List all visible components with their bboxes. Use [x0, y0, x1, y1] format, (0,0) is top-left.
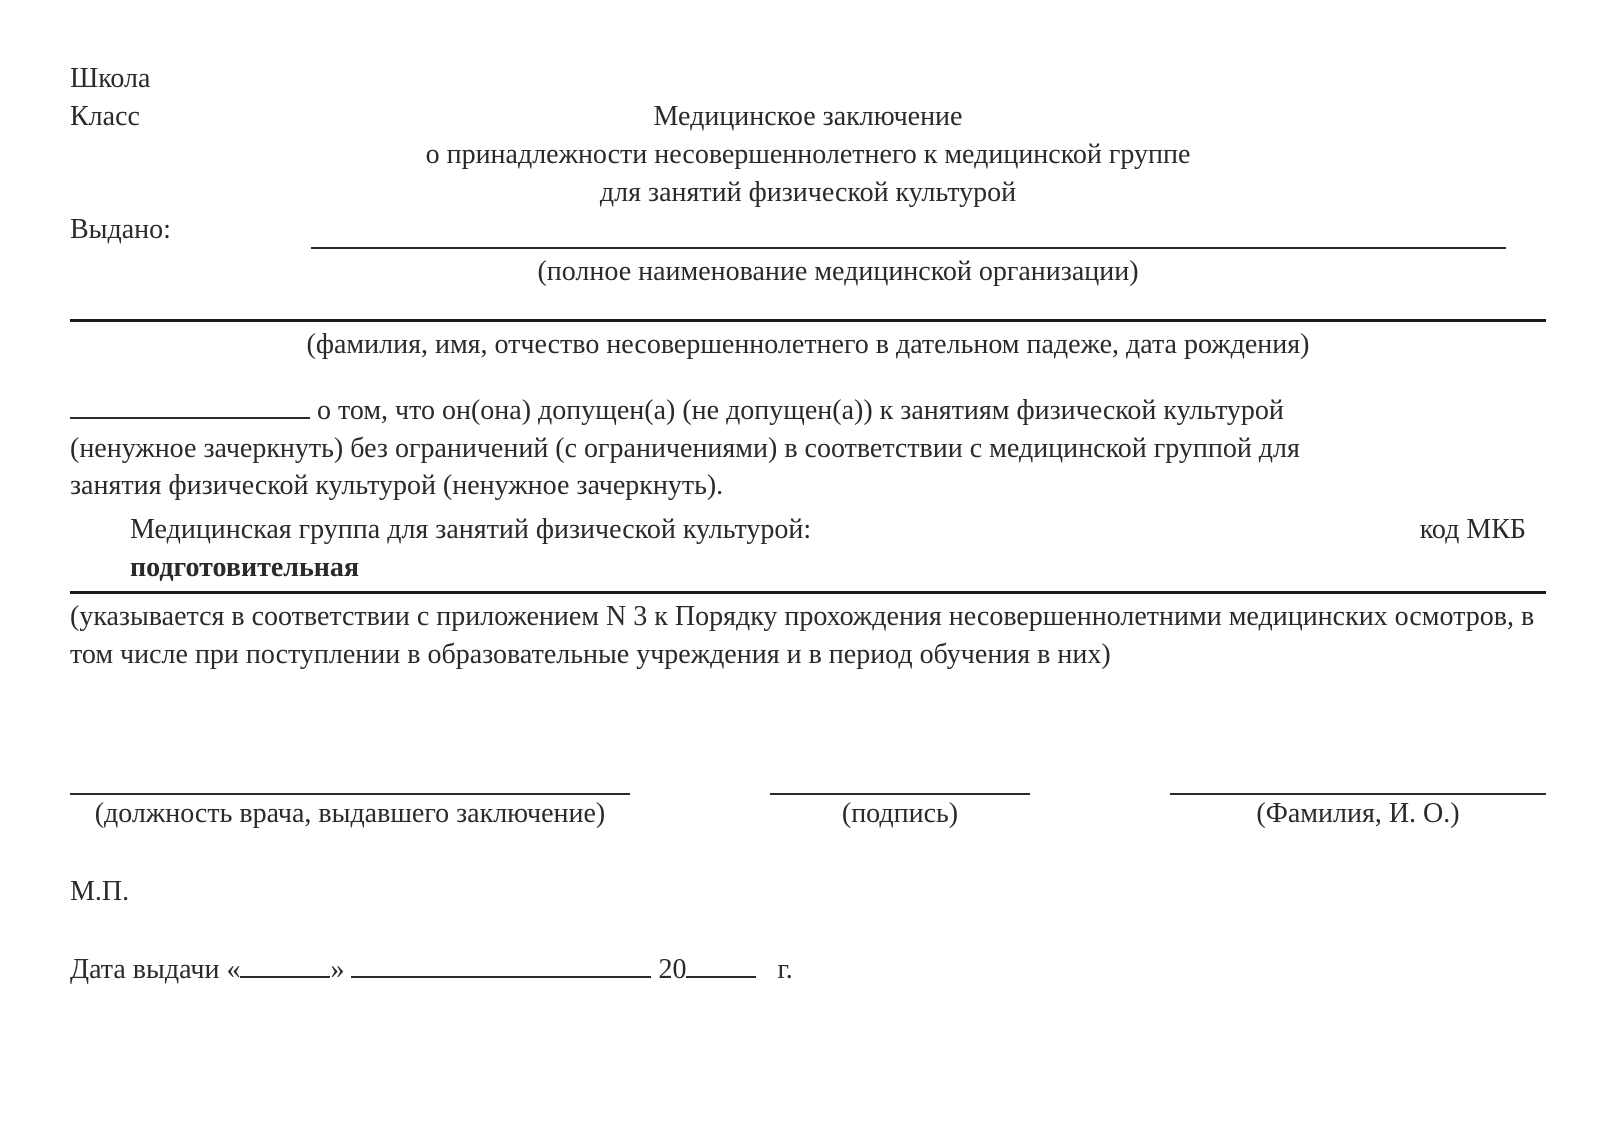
med-group-rule: [70, 591, 1546, 594]
mkb-label: код МКБ: [1420, 511, 1546, 549]
date-year-suffix: г.: [777, 954, 792, 985]
mp-label: М.П.: [70, 873, 1546, 911]
body-line-2: (ненужное зачеркнуть) без ограничений (с…: [70, 430, 1546, 468]
signature-row: (должность врача, выдавшего заключение) …: [70, 793, 1546, 833]
body-line-1-text: о том, что он(она) допущен(а) (не допуще…: [310, 395, 1284, 426]
body-leading-blank[interactable]: [70, 417, 310, 419]
org-name-blank[interactable]: [311, 219, 1506, 249]
date-century: 20: [658, 954, 686, 985]
body-line-3: занятия физической культурой (ненужное з…: [70, 467, 1546, 505]
doctor-col: (должность врача, выдавшего заключение): [70, 793, 630, 833]
school-label: Школа: [70, 60, 250, 98]
title-block: Медицинское заключение о принадлежности …: [250, 60, 1546, 211]
issued-label: Выдано:: [70, 211, 171, 249]
sign-col: (подпись): [770, 793, 1030, 833]
med-group-label: Медицинская группа для занятий физическо…: [70, 511, 1420, 549]
date-month-blank[interactable]: [351, 976, 651, 978]
date-year-blank[interactable]: [686, 976, 756, 978]
fio-col: (Фамилия, И. О.): [1170, 793, 1546, 833]
school-class-block: Школа Класс: [70, 60, 250, 136]
document-page: Школа Класс Медицинское заключение о при…: [0, 0, 1616, 1124]
title-line-1: Медицинское заключение: [250, 98, 1366, 136]
footnote: (указывается в соответствии с приложение…: [70, 598, 1546, 674]
date-day-blank[interactable]: [240, 976, 330, 978]
body-paragraph: о том, что он(она) допущен(а) (не допуще…: [70, 392, 1546, 505]
org-caption: (полное наименование медицинской организ…: [70, 253, 1546, 291]
sign-caption: (подпись): [770, 795, 1030, 833]
med-group-value: подготовительная: [70, 549, 1546, 587]
date-row: Дата выдачи « » 20 г.: [70, 951, 1546, 989]
title-line-3: для занятий физической культурой: [250, 174, 1366, 212]
date-label: Дата выдачи «: [70, 954, 240, 985]
doctor-caption: (должность врача, выдавшего заключение): [70, 795, 630, 833]
title-line-2: о принадлежности несовершеннолетнего к м…: [250, 136, 1366, 174]
med-group-row: Медицинская группа для занятий физическо…: [70, 511, 1546, 549]
fio-caption: (Фамилия, И. О.): [1170, 795, 1546, 833]
class-label: Класс: [70, 98, 250, 136]
issued-row: Выдано:: [70, 211, 1546, 249]
person-caption: (фамилия, имя, отчество несовершеннолетн…: [70, 326, 1546, 364]
header-row: Школа Класс Медицинское заключение о при…: [70, 60, 1546, 211]
date-close-quote: »: [330, 954, 344, 985]
body-line-1: о том, что он(она) допущен(а) (не допуще…: [70, 392, 1546, 430]
person-name-blank[interactable]: [70, 319, 1546, 322]
